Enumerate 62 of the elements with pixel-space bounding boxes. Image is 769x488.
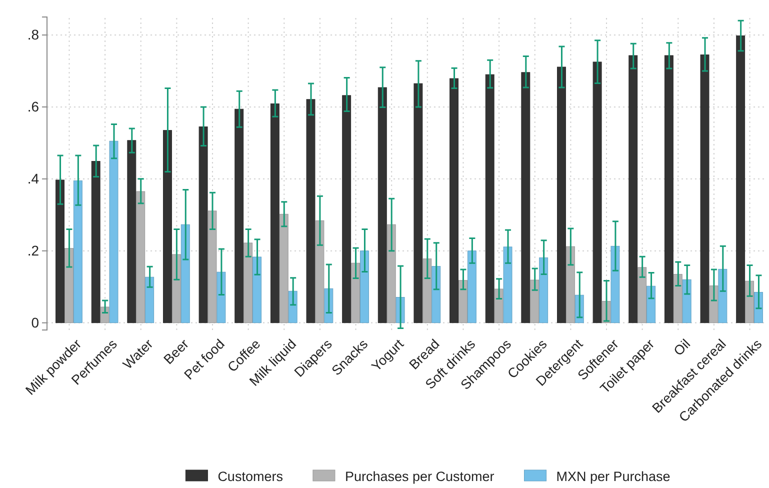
bar xyxy=(378,87,387,324)
bar xyxy=(592,62,602,324)
y-tick-label: .2 xyxy=(27,242,40,258)
legend-label: MXN per Purchase xyxy=(556,469,670,484)
bar xyxy=(718,268,728,324)
x-tick-label: Oil xyxy=(670,336,694,359)
bar xyxy=(386,224,396,324)
bar xyxy=(91,161,100,324)
bar xyxy=(450,78,458,324)
bar xyxy=(557,66,566,324)
bar xyxy=(270,103,280,324)
bar xyxy=(342,95,352,324)
bar xyxy=(673,274,682,324)
bar xyxy=(432,266,441,324)
bar xyxy=(360,250,369,324)
y-tick-label: .6 xyxy=(27,98,40,114)
bar xyxy=(700,54,710,324)
bar xyxy=(127,140,136,324)
legend-label: Purchases per Customer xyxy=(344,469,495,484)
bar xyxy=(306,99,316,324)
bar xyxy=(458,280,468,324)
bar xyxy=(646,286,656,324)
bar xyxy=(279,214,288,324)
bar xyxy=(56,180,64,324)
bar xyxy=(736,35,746,324)
bar xyxy=(414,83,423,324)
bar xyxy=(208,210,217,324)
bar xyxy=(566,246,575,324)
bar xyxy=(64,248,74,324)
bar xyxy=(109,140,118,324)
y-tick-label: .8 xyxy=(27,26,40,42)
bar xyxy=(709,286,718,324)
bar xyxy=(172,254,181,324)
bar xyxy=(351,262,360,324)
bar xyxy=(682,279,692,324)
bar xyxy=(315,220,324,324)
bar xyxy=(745,280,754,324)
bar xyxy=(664,55,674,324)
bar xyxy=(73,180,82,324)
bar xyxy=(216,272,226,324)
bar xyxy=(180,224,190,324)
bar xyxy=(244,242,253,324)
bar xyxy=(162,130,172,324)
bar xyxy=(628,55,638,324)
bar xyxy=(136,191,146,324)
y-tick-label: .4 xyxy=(27,170,40,186)
bar xyxy=(234,108,244,324)
y-tick-label: 0 xyxy=(31,314,40,330)
bar xyxy=(198,126,208,324)
bar xyxy=(539,257,548,324)
legend-label: Customers xyxy=(218,469,284,484)
bar xyxy=(252,256,262,324)
bar xyxy=(503,246,512,324)
bar xyxy=(521,72,530,324)
bar xyxy=(485,74,494,324)
bar xyxy=(145,276,154,324)
bar xyxy=(422,258,432,324)
bar xyxy=(467,250,476,324)
bar xyxy=(610,246,620,324)
bar xyxy=(530,280,540,324)
bar xyxy=(494,288,504,324)
bar xyxy=(638,267,647,324)
